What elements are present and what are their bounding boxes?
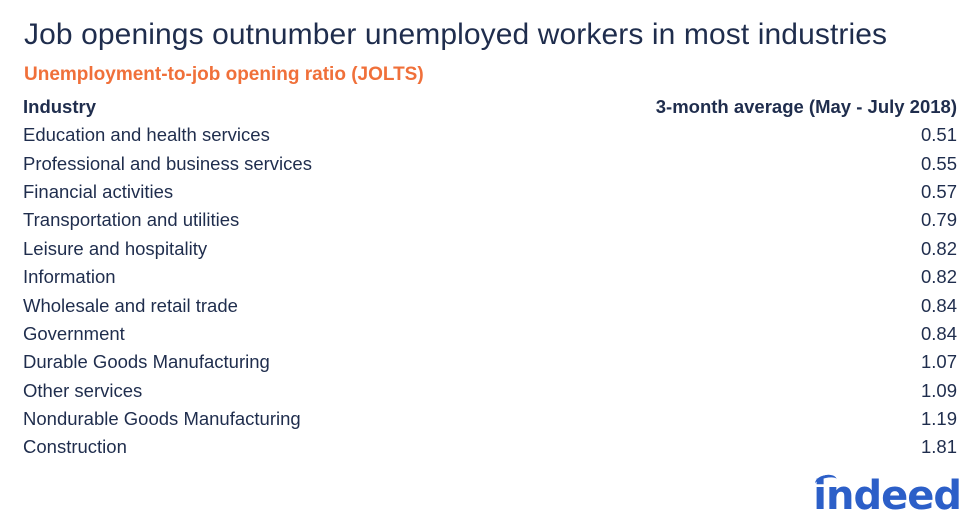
- table-row: Education and health services 0.51: [23, 121, 957, 149]
- table-row: Leisure and hospitality 0.82: [23, 235, 957, 263]
- table-row: Financial activities 0.57: [23, 178, 957, 206]
- column-header-industry: Industry: [23, 96, 96, 117]
- ratio-cell: 0.82: [920, 237, 957, 259]
- industry-cell: Education and health services: [23, 124, 270, 146]
- industry-cell: Construction: [23, 436, 127, 458]
- ratio-cell: 0.84: [920, 294, 957, 316]
- table-row: Transportation and utilities 0.79: [23, 206, 957, 234]
- ratio-cell: 0.55: [920, 152, 957, 174]
- ratio-cell: 1.07: [920, 351, 957, 373]
- chart-title: Job openings outnumber unemployed worker…: [24, 18, 888, 51]
- industry-cell: Other services: [23, 379, 143, 401]
- ratio-cell: 1.19: [920, 408, 957, 430]
- indeed-logo: indeed: [813, 472, 962, 519]
- table-row: Other services 1.09: [23, 377, 957, 405]
- table-body: Education and health services 0.51 Profess…: [23, 121, 957, 462]
- industry-cell: Wholesale and retail trade: [23, 294, 238, 316]
- industry-cell: Financial activities: [23, 180, 174, 202]
- table-row: Wholesale and retail trade 0.84: [23, 291, 957, 319]
- data-table: Industry 3-month average (May - July 201…: [23, 93, 957, 462]
- logo-text: indeed: [813, 473, 962, 519]
- ratio-cell: 1.09: [920, 379, 957, 401]
- industry-cell: Professional and business services: [23, 152, 312, 174]
- ratio-cell: 0.57: [920, 180, 957, 202]
- table-row: Information 0.82: [23, 263, 957, 291]
- column-header-ratio: 3-month average (May - July 2018): [655, 96, 957, 117]
- ratio-cell: 0.79: [920, 209, 957, 231]
- table-row: Durable Goods Manufacturing 1.07: [23, 348, 957, 376]
- industry-cell: Nondurable Goods Manufacturing: [23, 408, 301, 430]
- ratio-cell: 0.84: [920, 322, 957, 344]
- ratio-cell: 0.51: [920, 124, 957, 146]
- table-row: Government 0.84: [23, 320, 957, 348]
- ratio-cell: 1.81: [920, 436, 957, 458]
- industry-cell: Durable Goods Manufacturing: [23, 351, 270, 373]
- table-row: Nondurable Goods Manufacturing 1.19: [23, 405, 957, 433]
- table-header-row: Industry 3-month average (May - July 201…: [23, 93, 957, 121]
- industry-cell: Transportation and utilities: [23, 209, 240, 231]
- industry-cell: Leisure and hospitality: [23, 237, 208, 259]
- table-row: Construction 1.81: [23, 433, 957, 461]
- industry-cell: Information: [23, 266, 116, 288]
- industry-cell: Government: [23, 322, 125, 344]
- table-row: Professional and business services 0.55: [23, 149, 957, 177]
- chart-subtitle: Unemployment-to-job opening ratio (JOLTS…: [24, 64, 424, 85]
- ratio-cell: 0.82: [920, 266, 957, 288]
